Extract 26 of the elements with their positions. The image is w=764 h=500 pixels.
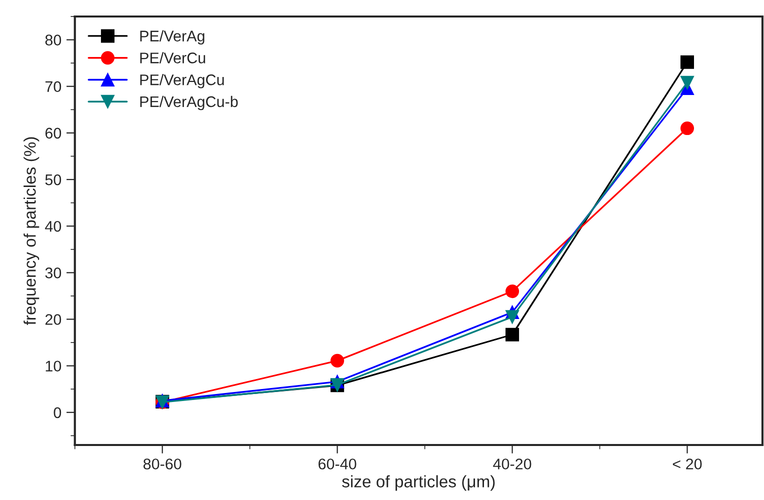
y-tick-label: 0 — [54, 407, 62, 418]
point — [506, 284, 520, 298]
point — [330, 354, 344, 368]
x-tick-label: < 20 — [672, 458, 702, 470]
y-tick-label: 70 — [45, 81, 62, 92]
y-tick-label: 30 — [45, 268, 62, 278]
point — [680, 76, 694, 90]
x-tick-label: 40-20 — [493, 458, 532, 470]
legend-label: PE/VerCu — [140, 52, 206, 64]
legend-label: PE/VerAg — [140, 30, 204, 44]
y-tick-label: 50 — [45, 174, 62, 186]
point — [506, 328, 520, 342]
x-tick-label: 60-40 — [318, 458, 356, 470]
y-tick-label: 40 — [45, 220, 62, 232]
point — [680, 55, 694, 69]
point — [506, 310, 520, 324]
y-tick-label: 10 — [46, 360, 62, 372]
y-tick-label: 60 — [45, 128, 62, 139]
x-tick-label: 80-60 — [143, 458, 182, 470]
x-axis-title: size of particles (μm) — [342, 475, 495, 491]
y-tick-label: 80 — [45, 34, 62, 46]
y-axis-title: frequency of particles (%) — [24, 137, 40, 325]
legend-label: PE/VerAgCu — [140, 74, 224, 88]
legend-label: PE/VerAgCu-b — [140, 96, 238, 110]
point — [680, 122, 694, 136]
y-tick-label: 20 — [45, 314, 62, 325]
